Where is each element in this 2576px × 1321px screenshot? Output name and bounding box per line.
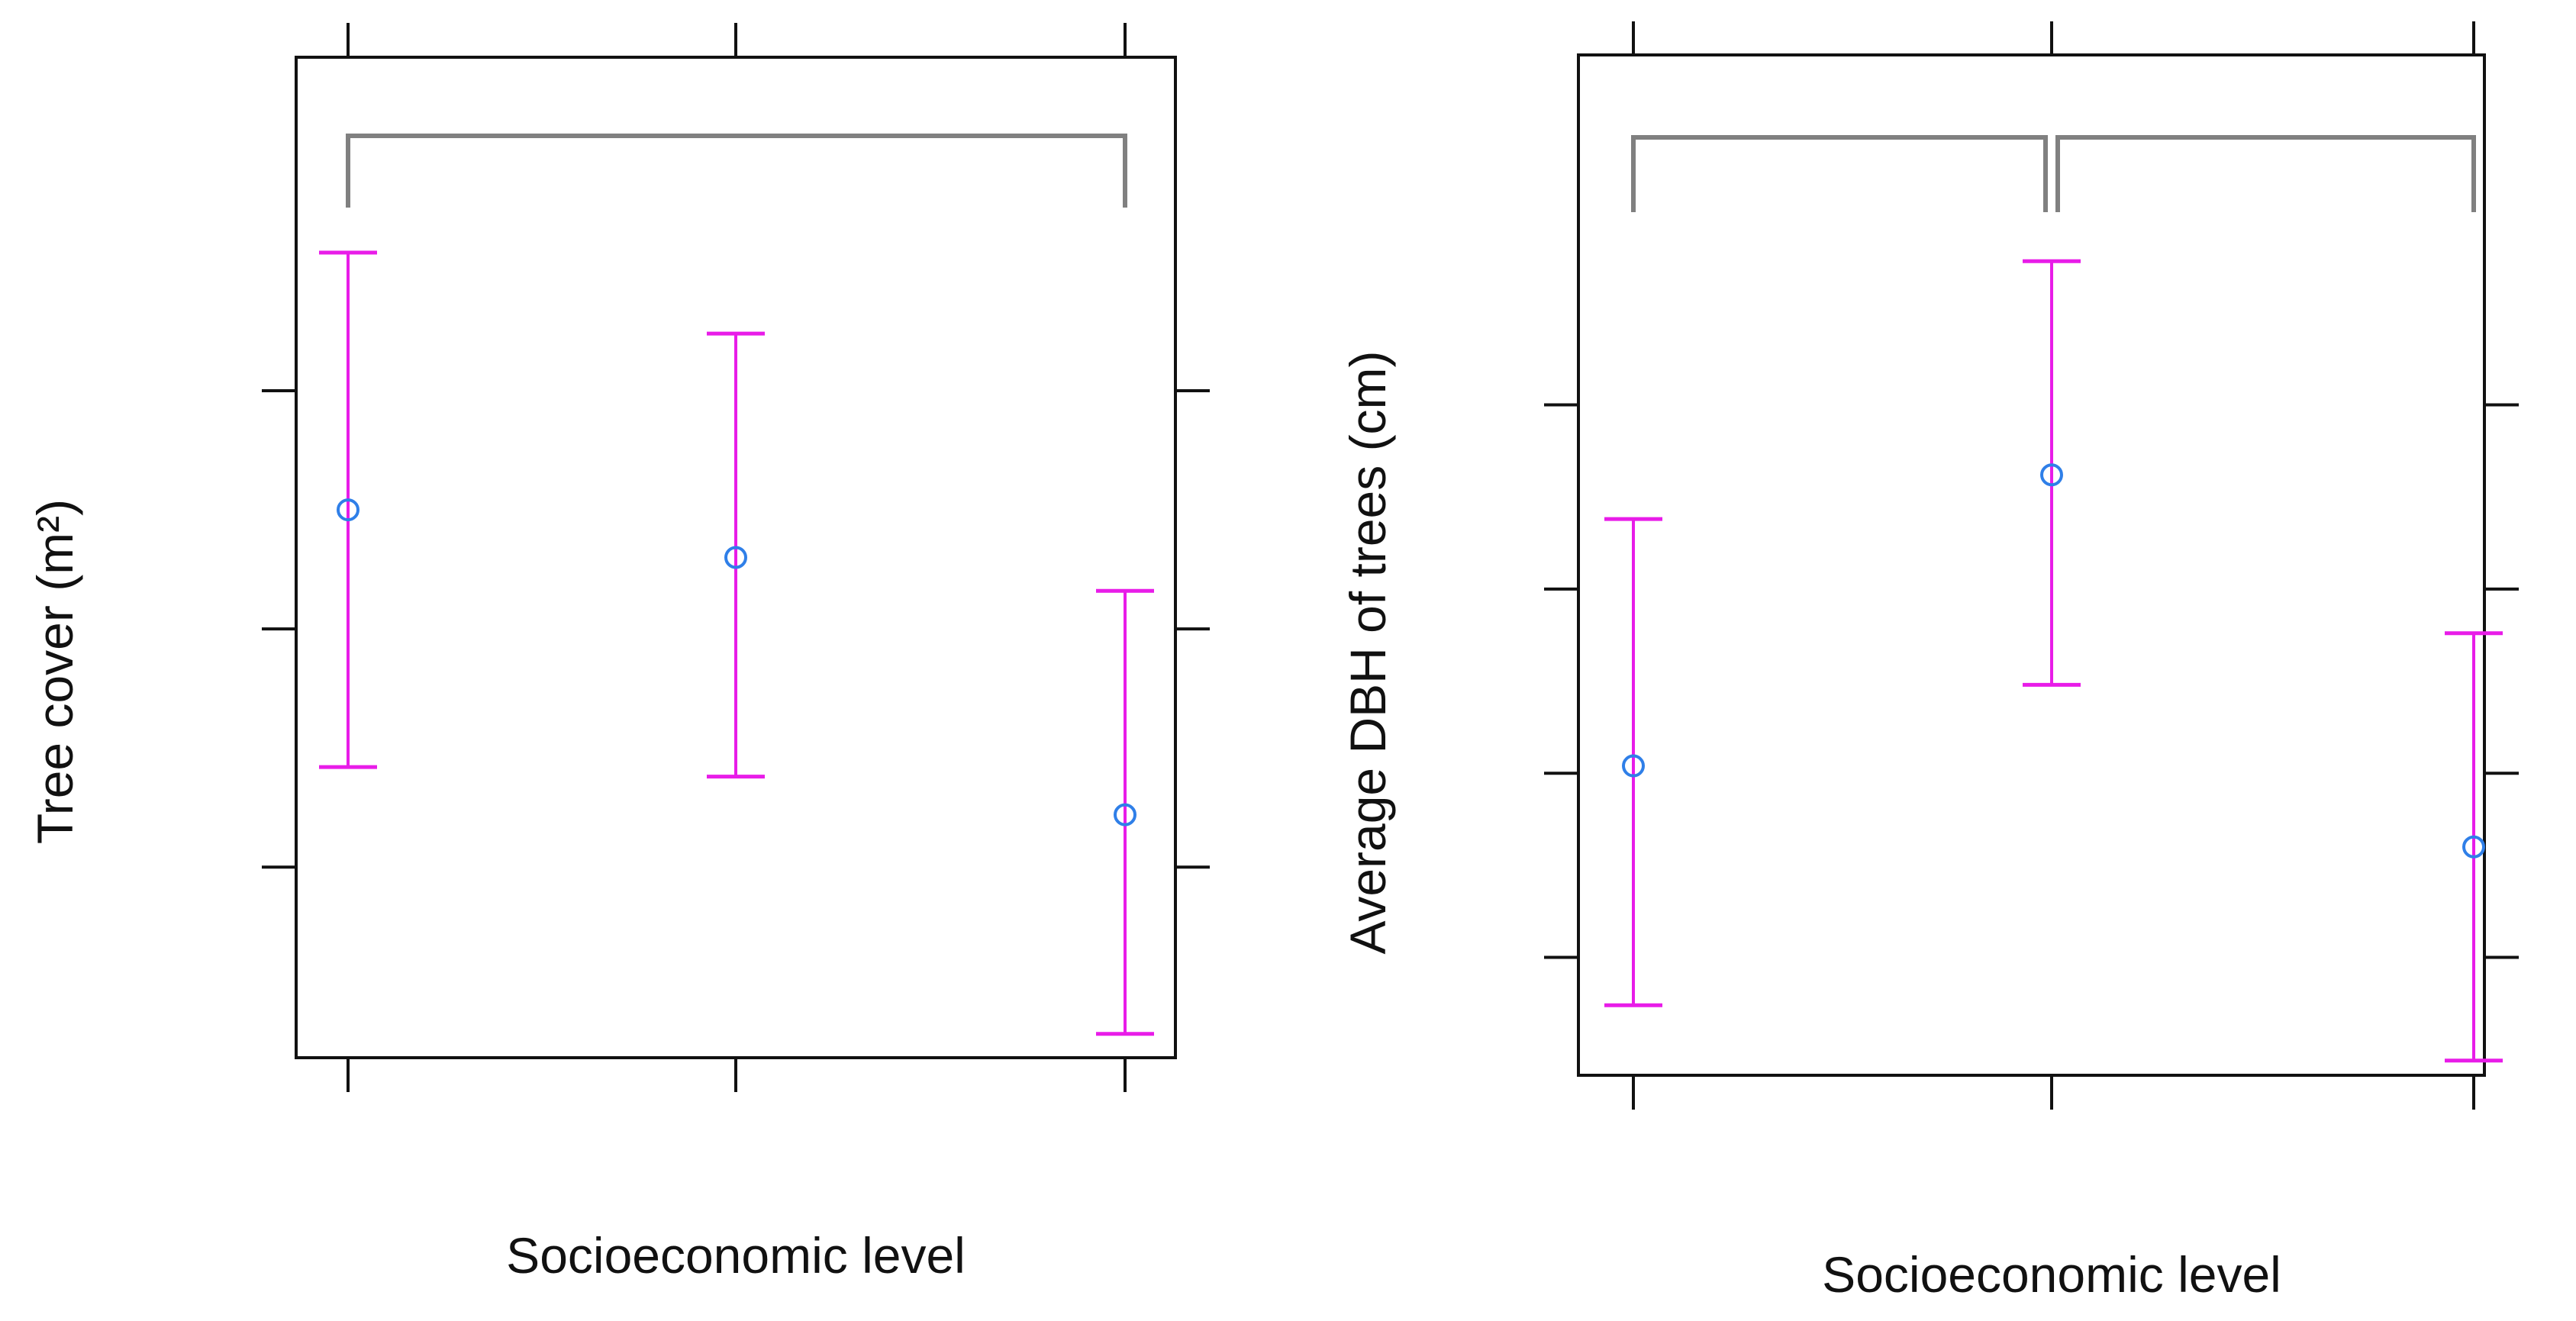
significance-brackets — [346, 134, 1127, 208]
average-dbh-chart: Average DBH of trees (cm) Socioeconomic … — [1340, 21, 2519, 1303]
data-marks — [1604, 259, 2503, 1063]
tree-cover-chart: Tree cover (m²) Socioeconomic level — [27, 23, 1210, 1284]
significance-bracket — [346, 134, 1127, 208]
mean-point — [2040, 463, 2063, 487]
mean-point — [337, 498, 359, 522]
x-axis-label: Socioeconomic level — [506, 1227, 966, 1284]
significance-bracket — [2055, 135, 2476, 212]
y-axis-label: Tree cover (m²) — [27, 499, 83, 844]
mean-point — [2462, 835, 2485, 859]
significance-bracket — [1631, 135, 2048, 212]
axis-ticks — [1544, 21, 2519, 1110]
data-marks — [319, 250, 1154, 1036]
x-axis-label: Socioeconomic level — [1822, 1246, 2281, 1303]
y-axis-label: Average DBH of trees (cm) — [1340, 350, 1396, 954]
axis-ticks — [262, 23, 1210, 1092]
significance-brackets — [1631, 135, 2476, 212]
mean-point — [724, 546, 747, 569]
mean-point — [1622, 754, 1645, 778]
plot-frame — [1577, 53, 2486, 1077]
mean-point — [1114, 803, 1136, 826]
